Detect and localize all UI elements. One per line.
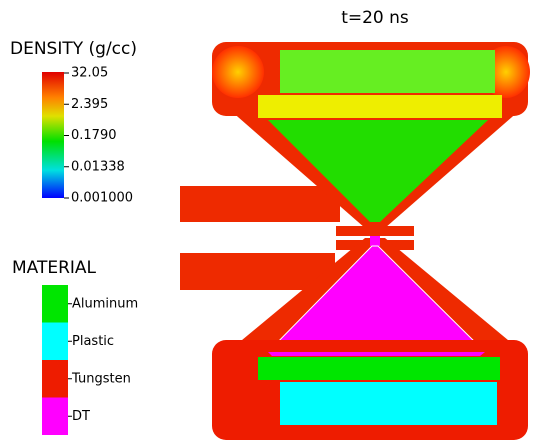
colorbar-title: DENSITY (g/cc) [10,39,137,59]
top-end [212,46,264,98]
arm [180,253,335,290]
top-cone [268,120,488,222]
simulation [180,42,530,440]
arm [336,226,414,236]
tick-label: 0.001000 [71,191,133,206]
title: t=20 ns [341,8,409,28]
material-legend: Aluminum Plastic Tungsten DT [42,285,138,435]
tick-label: 0.01338 [71,159,125,174]
top-yellow [258,95,502,118]
swatch [42,397,68,435]
arm [180,186,340,222]
tick-label: 32.05 [71,66,108,81]
tick-label: 0.1790 [71,128,117,143]
tick-label: 2.395 [71,97,108,112]
top-green [280,50,495,93]
colorbar [42,72,64,198]
material-title: MATERIAL [12,258,97,278]
bottom-green [258,357,500,380]
material-label: Tungsten [71,371,131,386]
material-label: Plastic [72,334,114,349]
swatch [42,322,68,360]
center [370,236,380,246]
material-label: DT [72,409,90,424]
bottom-cone-base [268,352,485,356]
bottom-cyan [280,382,497,425]
colorbar-ticks: 32.05 2.395 0.1790 0.01338 0.001000 [64,66,133,206]
material-label: Aluminum [72,296,138,311]
swatch [42,360,68,398]
swatch [42,285,68,323]
